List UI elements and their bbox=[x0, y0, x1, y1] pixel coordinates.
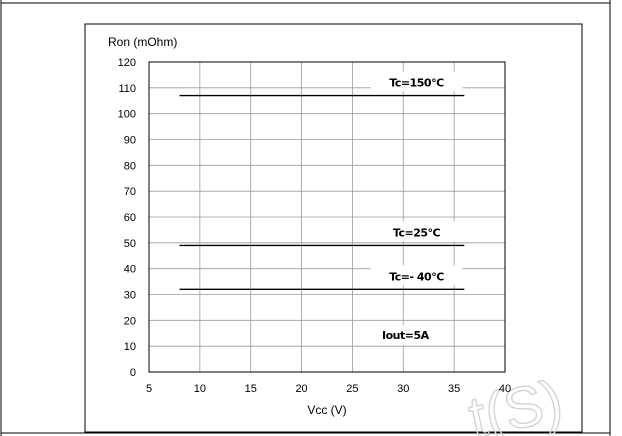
series-label-bg bbox=[370, 265, 463, 286]
x-tick-label: 40 bbox=[499, 383, 511, 395]
annotation-label: Iout=5A bbox=[382, 329, 430, 342]
annotation-bg bbox=[370, 325, 441, 346]
y-tick-label: 30 bbox=[124, 290, 136, 302]
x-tick-label: 25 bbox=[346, 383, 358, 395]
y-tick-label: 70 bbox=[124, 186, 136, 198]
x-tick-label: 20 bbox=[295, 383, 307, 395]
x-tick-label: 35 bbox=[448, 383, 460, 395]
x-tick-label: 10 bbox=[194, 383, 206, 395]
series-label-bg bbox=[370, 71, 463, 92]
y-tick-label: 0 bbox=[130, 367, 136, 379]
x-tick-label: 30 bbox=[397, 383, 409, 395]
series-label-bg bbox=[370, 221, 463, 242]
series-label: Tc=150°C bbox=[389, 77, 444, 90]
y-tick-label: 50 bbox=[124, 238, 136, 250]
x-tick-label: 15 bbox=[245, 383, 257, 395]
y-tick-label: 10 bbox=[124, 341, 136, 353]
x-tick-label: 5 bbox=[146, 383, 152, 395]
y-tick-label: 90 bbox=[124, 135, 136, 147]
y-tick-label: 40 bbox=[124, 264, 136, 276]
plot-area bbox=[148, 61, 506, 373]
y-tick-label: 60 bbox=[124, 212, 136, 224]
y-tick-label: 110 bbox=[118, 83, 136, 95]
y-tick-label: 80 bbox=[124, 160, 136, 172]
watermark: t(S) bbox=[463, 368, 568, 436]
x-axis-title: Vcc (V) bbox=[307, 403, 346, 417]
series-label: Tc=- 40°C bbox=[389, 270, 444, 283]
chart-box bbox=[84, 23, 583, 433]
y-tick-label: 100 bbox=[118, 109, 136, 121]
y-tick-label: 20 bbox=[124, 315, 136, 327]
y-tick-label: 120 bbox=[118, 57, 136, 69]
y-axis-title: Ron (mOhm) bbox=[108, 35, 177, 49]
series-label: Tc=25°C bbox=[393, 226, 441, 239]
